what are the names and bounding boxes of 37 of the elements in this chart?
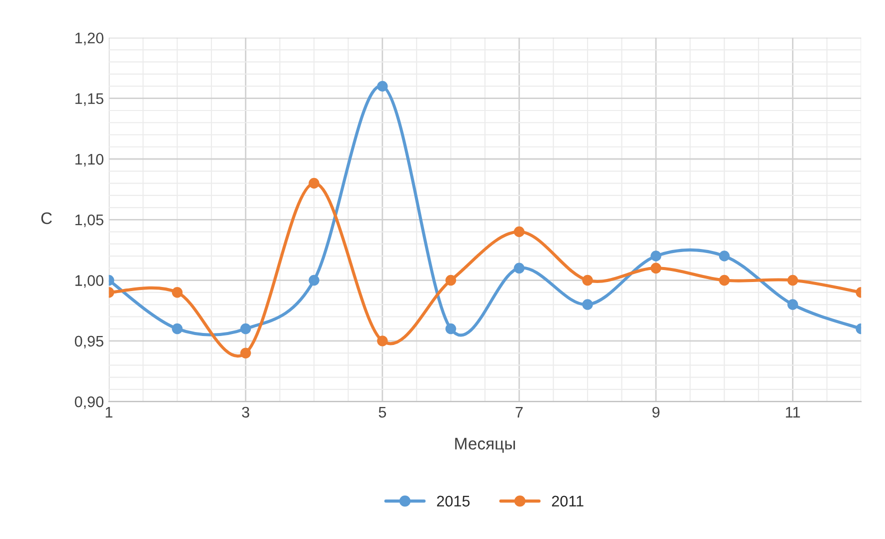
point xyxy=(787,299,798,310)
y-tick-label: 1,20 xyxy=(75,32,104,46)
point xyxy=(172,323,183,334)
y-tick-label: 1,05 xyxy=(75,214,104,228)
point xyxy=(582,299,593,310)
y-axis-title: С xyxy=(41,212,52,224)
x-tick-label: 11 xyxy=(786,406,800,418)
x-tick-label: 5 xyxy=(378,406,386,418)
point xyxy=(718,274,730,286)
point xyxy=(718,250,730,262)
x-axis-title: Месяцы xyxy=(455,438,515,453)
legend-label: 2015 xyxy=(437,496,470,507)
x-tick-label: 3 xyxy=(242,406,250,418)
point xyxy=(308,274,320,286)
x-tick-label: 9 xyxy=(652,406,660,418)
point xyxy=(514,262,525,274)
x-tick-label: 1 xyxy=(106,406,112,418)
y-tick-label: 0,95 xyxy=(74,336,104,348)
y-tick-label: 1,10 xyxy=(75,154,104,166)
y-tick-label: 1,00 xyxy=(75,275,104,288)
point xyxy=(514,226,525,238)
point xyxy=(445,274,456,286)
point xyxy=(787,274,798,286)
point xyxy=(377,336,388,346)
point xyxy=(650,250,662,262)
point xyxy=(240,348,251,358)
point xyxy=(240,323,251,334)
y-tick-label: 0,90 xyxy=(74,396,104,410)
point xyxy=(172,287,183,298)
point xyxy=(582,274,593,286)
x-tick-label: 7 xyxy=(516,406,523,418)
legend-label: 2011 xyxy=(552,496,584,507)
point xyxy=(308,178,320,189)
point xyxy=(377,80,388,92)
point xyxy=(650,262,662,274)
y-tick-label: 1,15 xyxy=(75,93,104,106)
point xyxy=(445,323,456,334)
